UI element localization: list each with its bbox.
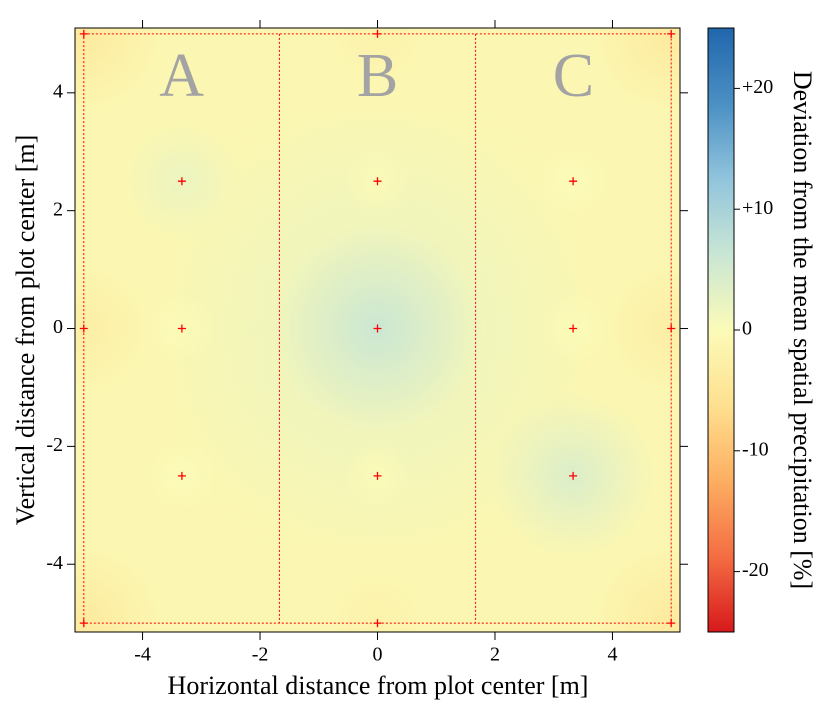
field-glow — [75, 28, 167, 117]
sensor-marker — [177, 177, 186, 186]
field-glow — [600, 257, 680, 400]
colorbar-tick-label: 0 — [742, 318, 752, 340]
field-glow — [588, 540, 680, 632]
colorbar-tick-label: +20 — [742, 76, 773, 98]
field-glow — [75, 540, 167, 632]
region-label: A — [159, 42, 204, 110]
y-tick-label: 2 — [53, 198, 63, 220]
x-axis-label: Horizontal distance from plot center [m] — [168, 671, 589, 700]
field-glow — [318, 564, 437, 632]
sensor-marker — [667, 29, 676, 38]
x-tick-label: 0 — [373, 644, 383, 666]
sensor-marker — [79, 29, 88, 38]
field-glow — [318, 28, 437, 93]
y-tick-label: -4 — [46, 552, 63, 574]
sensor-marker — [177, 324, 186, 333]
colorbar — [707, 27, 735, 633]
sensor-marker — [177, 471, 186, 480]
colorbar-tick-label: -20 — [742, 559, 769, 581]
y-tick-label: -2 — [46, 434, 63, 456]
colorbar-tick-label: -10 — [742, 438, 769, 460]
sensor-marker — [373, 177, 382, 186]
sensor-marker — [373, 29, 382, 38]
region-label: B — [357, 42, 398, 110]
y-tick-label: 4 — [53, 80, 63, 102]
sensor-marker — [373, 324, 382, 333]
sensor-marker — [569, 177, 578, 186]
x-tick-label: -4 — [134, 644, 151, 666]
sensor-marker — [373, 471, 382, 480]
sensor-marker — [373, 619, 382, 628]
colorbar-tick-label: +10 — [742, 197, 773, 219]
sensor-marker — [79, 324, 88, 333]
sensor-marker — [667, 324, 676, 333]
y-tick-label: 0 — [53, 316, 63, 338]
x-tick-label: 2 — [490, 644, 500, 666]
x-tick-label: 4 — [607, 644, 617, 666]
sensor-marker — [667, 619, 676, 628]
region-label: C — [553, 42, 594, 110]
field-glow — [588, 28, 680, 117]
y-axis-label: Vertical distance from plot center [m] — [11, 135, 40, 526]
x-tick-label: -2 — [252, 644, 269, 666]
sensor-marker — [569, 471, 578, 480]
field-glow — [75, 257, 155, 400]
sensor-marker — [569, 324, 578, 333]
sensor-marker — [79, 619, 88, 628]
colorbar-label: Deviation from the mean spatial precipit… — [788, 71, 817, 589]
